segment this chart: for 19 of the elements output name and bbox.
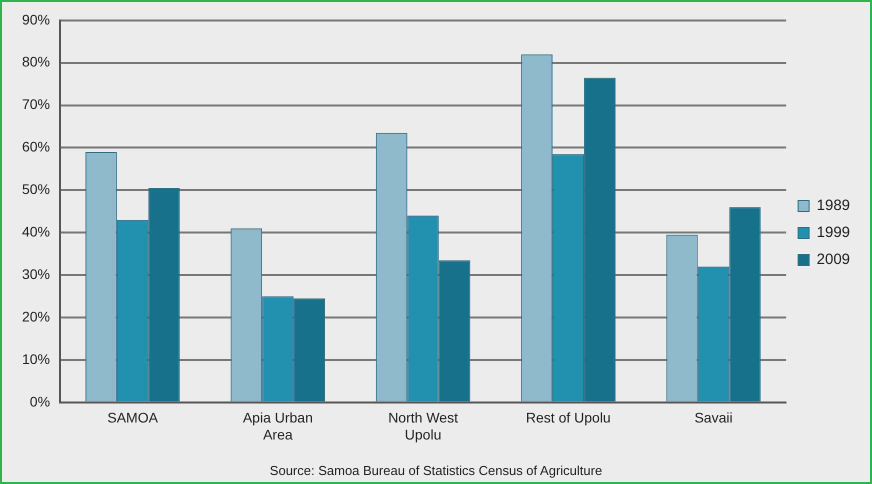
y-tick-label: 60% bbox=[22, 138, 50, 155]
y-tick-label: 80% bbox=[22, 54, 50, 70]
y-tick-label: 0% bbox=[30, 393, 50, 410]
x-tick-label: Apia Urban Area bbox=[242, 410, 313, 442]
y-tick-label: 50% bbox=[22, 181, 50, 198]
source-note: Source: Samoa Bureau of Statistics Census of Agriculture bbox=[268, 463, 604, 478]
x-tick-label: Savaii bbox=[694, 410, 733, 426]
legend-label: 1989 bbox=[816, 197, 850, 214]
y-tick-label: 90% bbox=[22, 11, 50, 28]
legend-label: 2009 bbox=[816, 251, 850, 268]
x-tick-label: SAMOA bbox=[107, 410, 159, 426]
y-tick-label: 40% bbox=[22, 223, 50, 240]
x-tick-label: Rest of Upolu bbox=[526, 410, 611, 426]
y-tick-label: 70% bbox=[22, 96, 50, 112]
y-tick-label: 10% bbox=[22, 350, 50, 367]
y-tick-label: 30% bbox=[22, 266, 50, 282]
y-tick-label: 20% bbox=[22, 308, 50, 324]
legend-label: 1999 bbox=[816, 224, 850, 242]
x-tick-label: North West Upolu bbox=[388, 410, 458, 442]
